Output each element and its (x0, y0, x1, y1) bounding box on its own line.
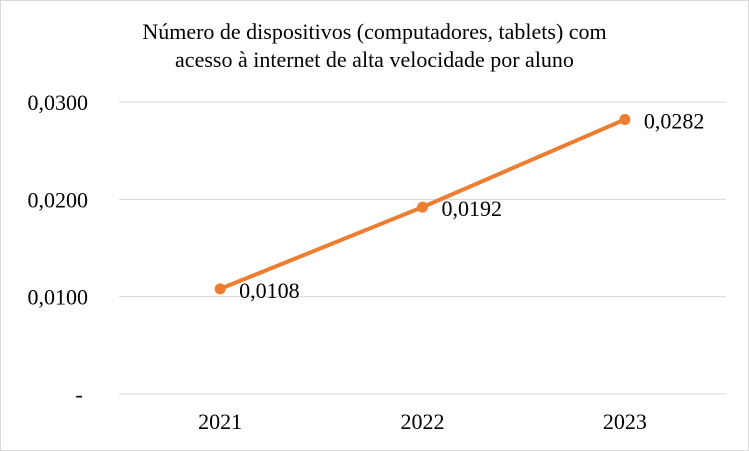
data-point (417, 201, 428, 213)
y-tick-label: 0,0300 (28, 90, 89, 115)
gridlines (119, 101, 726, 395)
y-tick-label: 0,0100 (28, 285, 89, 310)
chart-title-line-2: acesso à internet de alta velocidade por… (175, 47, 574, 72)
chart-title-line-1: Número de dispositivos (computadores, ta… (142, 19, 607, 44)
data-label: 0,0282 (644, 109, 705, 134)
chart-title: Número de dispositivos (computadores, ta… (1, 18, 748, 74)
y-axis-tick-labels: - 0,0100 0,0200 0,0300 (28, 90, 89, 407)
x-tick-label: 2021 (198, 409, 242, 434)
x-tick-label: 2023 (603, 409, 647, 434)
x-axis-tick-labels: 2021 2022 2023 (198, 409, 647, 434)
data-label: 0,0108 (239, 278, 300, 303)
y-tick-label: - (75, 382, 82, 407)
data-point (214, 283, 226, 295)
data-label: 0,0192 (442, 196, 503, 221)
x-tick-label: 2022 (401, 409, 445, 434)
y-tick-label: 0,0200 (28, 187, 89, 212)
data-point (619, 114, 631, 126)
series-layer: 0,0108 0,0192 0,0282 (214, 109, 705, 303)
